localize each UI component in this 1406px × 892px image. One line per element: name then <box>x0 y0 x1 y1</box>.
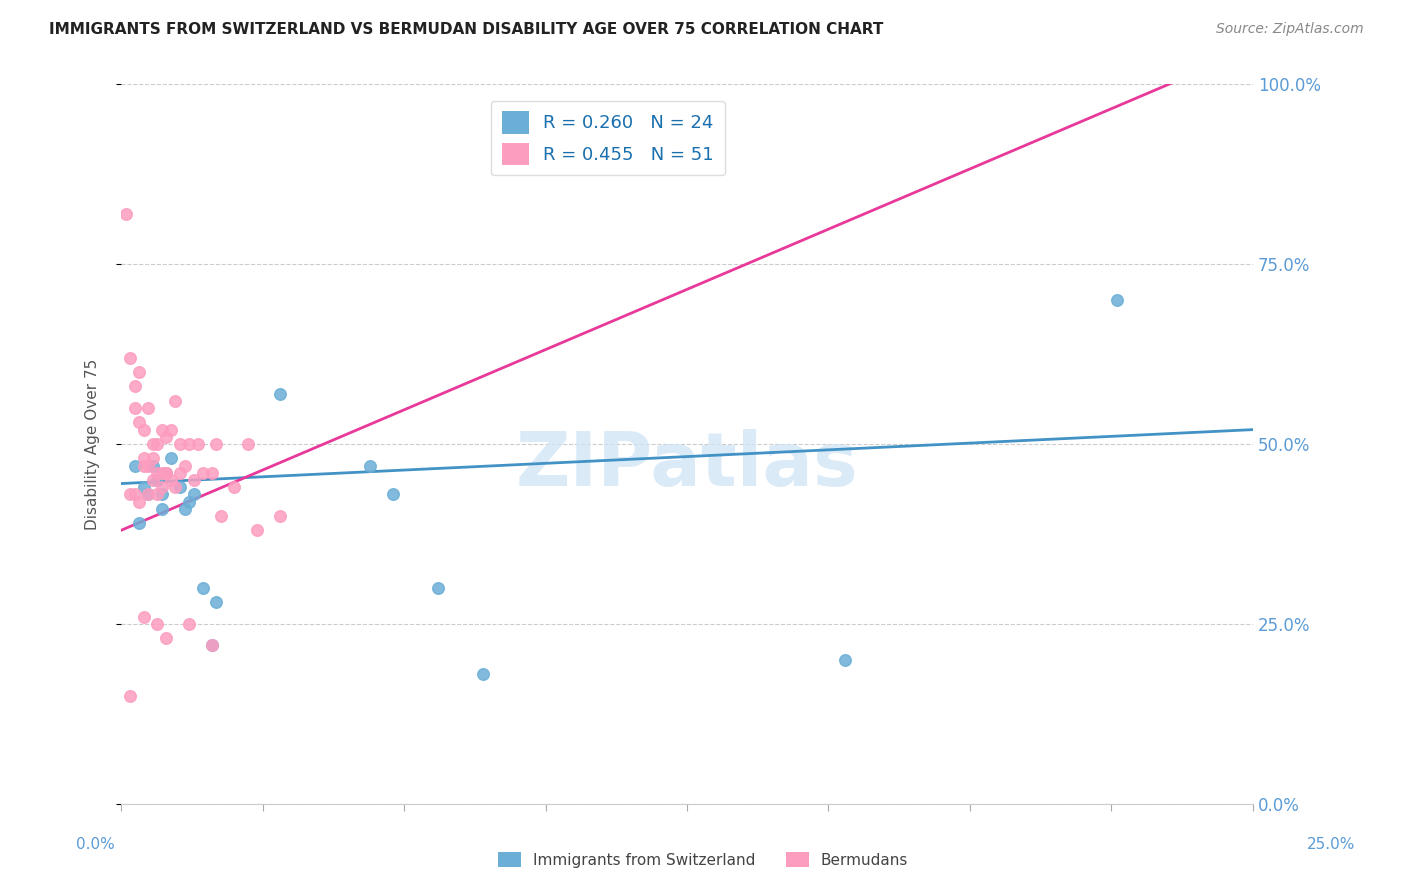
Point <box>142 451 165 466</box>
Point <box>201 638 224 652</box>
Point <box>155 631 177 645</box>
Point <box>201 466 224 480</box>
Point <box>142 473 165 487</box>
Point <box>132 423 155 437</box>
Point <box>136 401 159 415</box>
Point <box>136 458 159 473</box>
Legend: R = 0.260   N = 24, R = 0.455   N = 51: R = 0.260 N = 24, R = 0.455 N = 51 <box>491 101 724 176</box>
Point <box>160 451 183 466</box>
Point <box>114 207 136 221</box>
Point <box>128 365 150 379</box>
Point <box>381 487 404 501</box>
Point <box>128 416 150 430</box>
Point <box>146 487 169 501</box>
Point <box>359 458 381 473</box>
Point <box>150 480 173 494</box>
Point <box>209 508 232 523</box>
Legend: Immigrants from Switzerland, Bermudans: Immigrants from Switzerland, Bermudans <box>492 846 914 873</box>
Point <box>150 423 173 437</box>
Point <box>124 379 146 393</box>
Point <box>124 458 146 473</box>
Text: 0.0%: 0.0% <box>76 838 115 852</box>
Point <box>472 667 495 681</box>
Text: Source: ZipAtlas.com: Source: ZipAtlas.com <box>1216 22 1364 37</box>
Point <box>136 487 159 501</box>
Point <box>132 451 155 466</box>
Point <box>155 466 177 480</box>
Point <box>132 458 155 473</box>
Point <box>169 466 191 480</box>
Point <box>173 501 195 516</box>
Point <box>120 487 142 501</box>
Point <box>205 595 228 609</box>
Point <box>177 616 200 631</box>
Point <box>177 437 200 451</box>
Point <box>160 473 183 487</box>
Point <box>187 437 209 451</box>
Point <box>191 466 214 480</box>
Point <box>132 480 155 494</box>
Point <box>142 458 165 473</box>
Point <box>146 437 169 451</box>
Point <box>173 458 195 473</box>
Point <box>269 508 291 523</box>
Point <box>146 616 169 631</box>
Point <box>169 437 191 451</box>
Point <box>1105 293 1128 308</box>
Point <box>132 609 155 624</box>
Point <box>201 638 224 652</box>
Point <box>146 473 169 487</box>
Point <box>191 581 214 595</box>
Point <box>120 689 142 703</box>
Point <box>155 466 177 480</box>
Point <box>169 480 191 494</box>
Point <box>124 487 146 501</box>
Point <box>183 487 205 501</box>
Point <box>165 393 187 408</box>
Point <box>224 480 246 494</box>
Point <box>177 494 200 508</box>
Point <box>142 437 165 451</box>
Point <box>183 473 205 487</box>
Point <box>205 437 228 451</box>
Point <box>146 466 169 480</box>
Point <box>136 487 159 501</box>
Point <box>155 430 177 444</box>
Text: ZIPatlas: ZIPatlas <box>516 429 858 502</box>
Point <box>124 401 146 415</box>
Point <box>165 480 187 494</box>
Point <box>269 386 291 401</box>
Y-axis label: Disability Age Over 75: Disability Age Over 75 <box>86 359 100 530</box>
Point <box>160 423 183 437</box>
Point <box>128 516 150 530</box>
Point <box>834 653 856 667</box>
Point <box>150 487 173 501</box>
Point <box>120 351 142 365</box>
Point <box>427 581 450 595</box>
Point <box>128 494 150 508</box>
Point <box>155 466 177 480</box>
Text: IMMIGRANTS FROM SWITZERLAND VS BERMUDAN DISABILITY AGE OVER 75 CORRELATION CHART: IMMIGRANTS FROM SWITZERLAND VS BERMUDAN … <box>49 22 883 37</box>
Point <box>236 437 259 451</box>
Point <box>150 466 173 480</box>
Point <box>150 501 173 516</box>
Point <box>246 524 269 538</box>
Text: 25.0%: 25.0% <box>1308 838 1355 852</box>
